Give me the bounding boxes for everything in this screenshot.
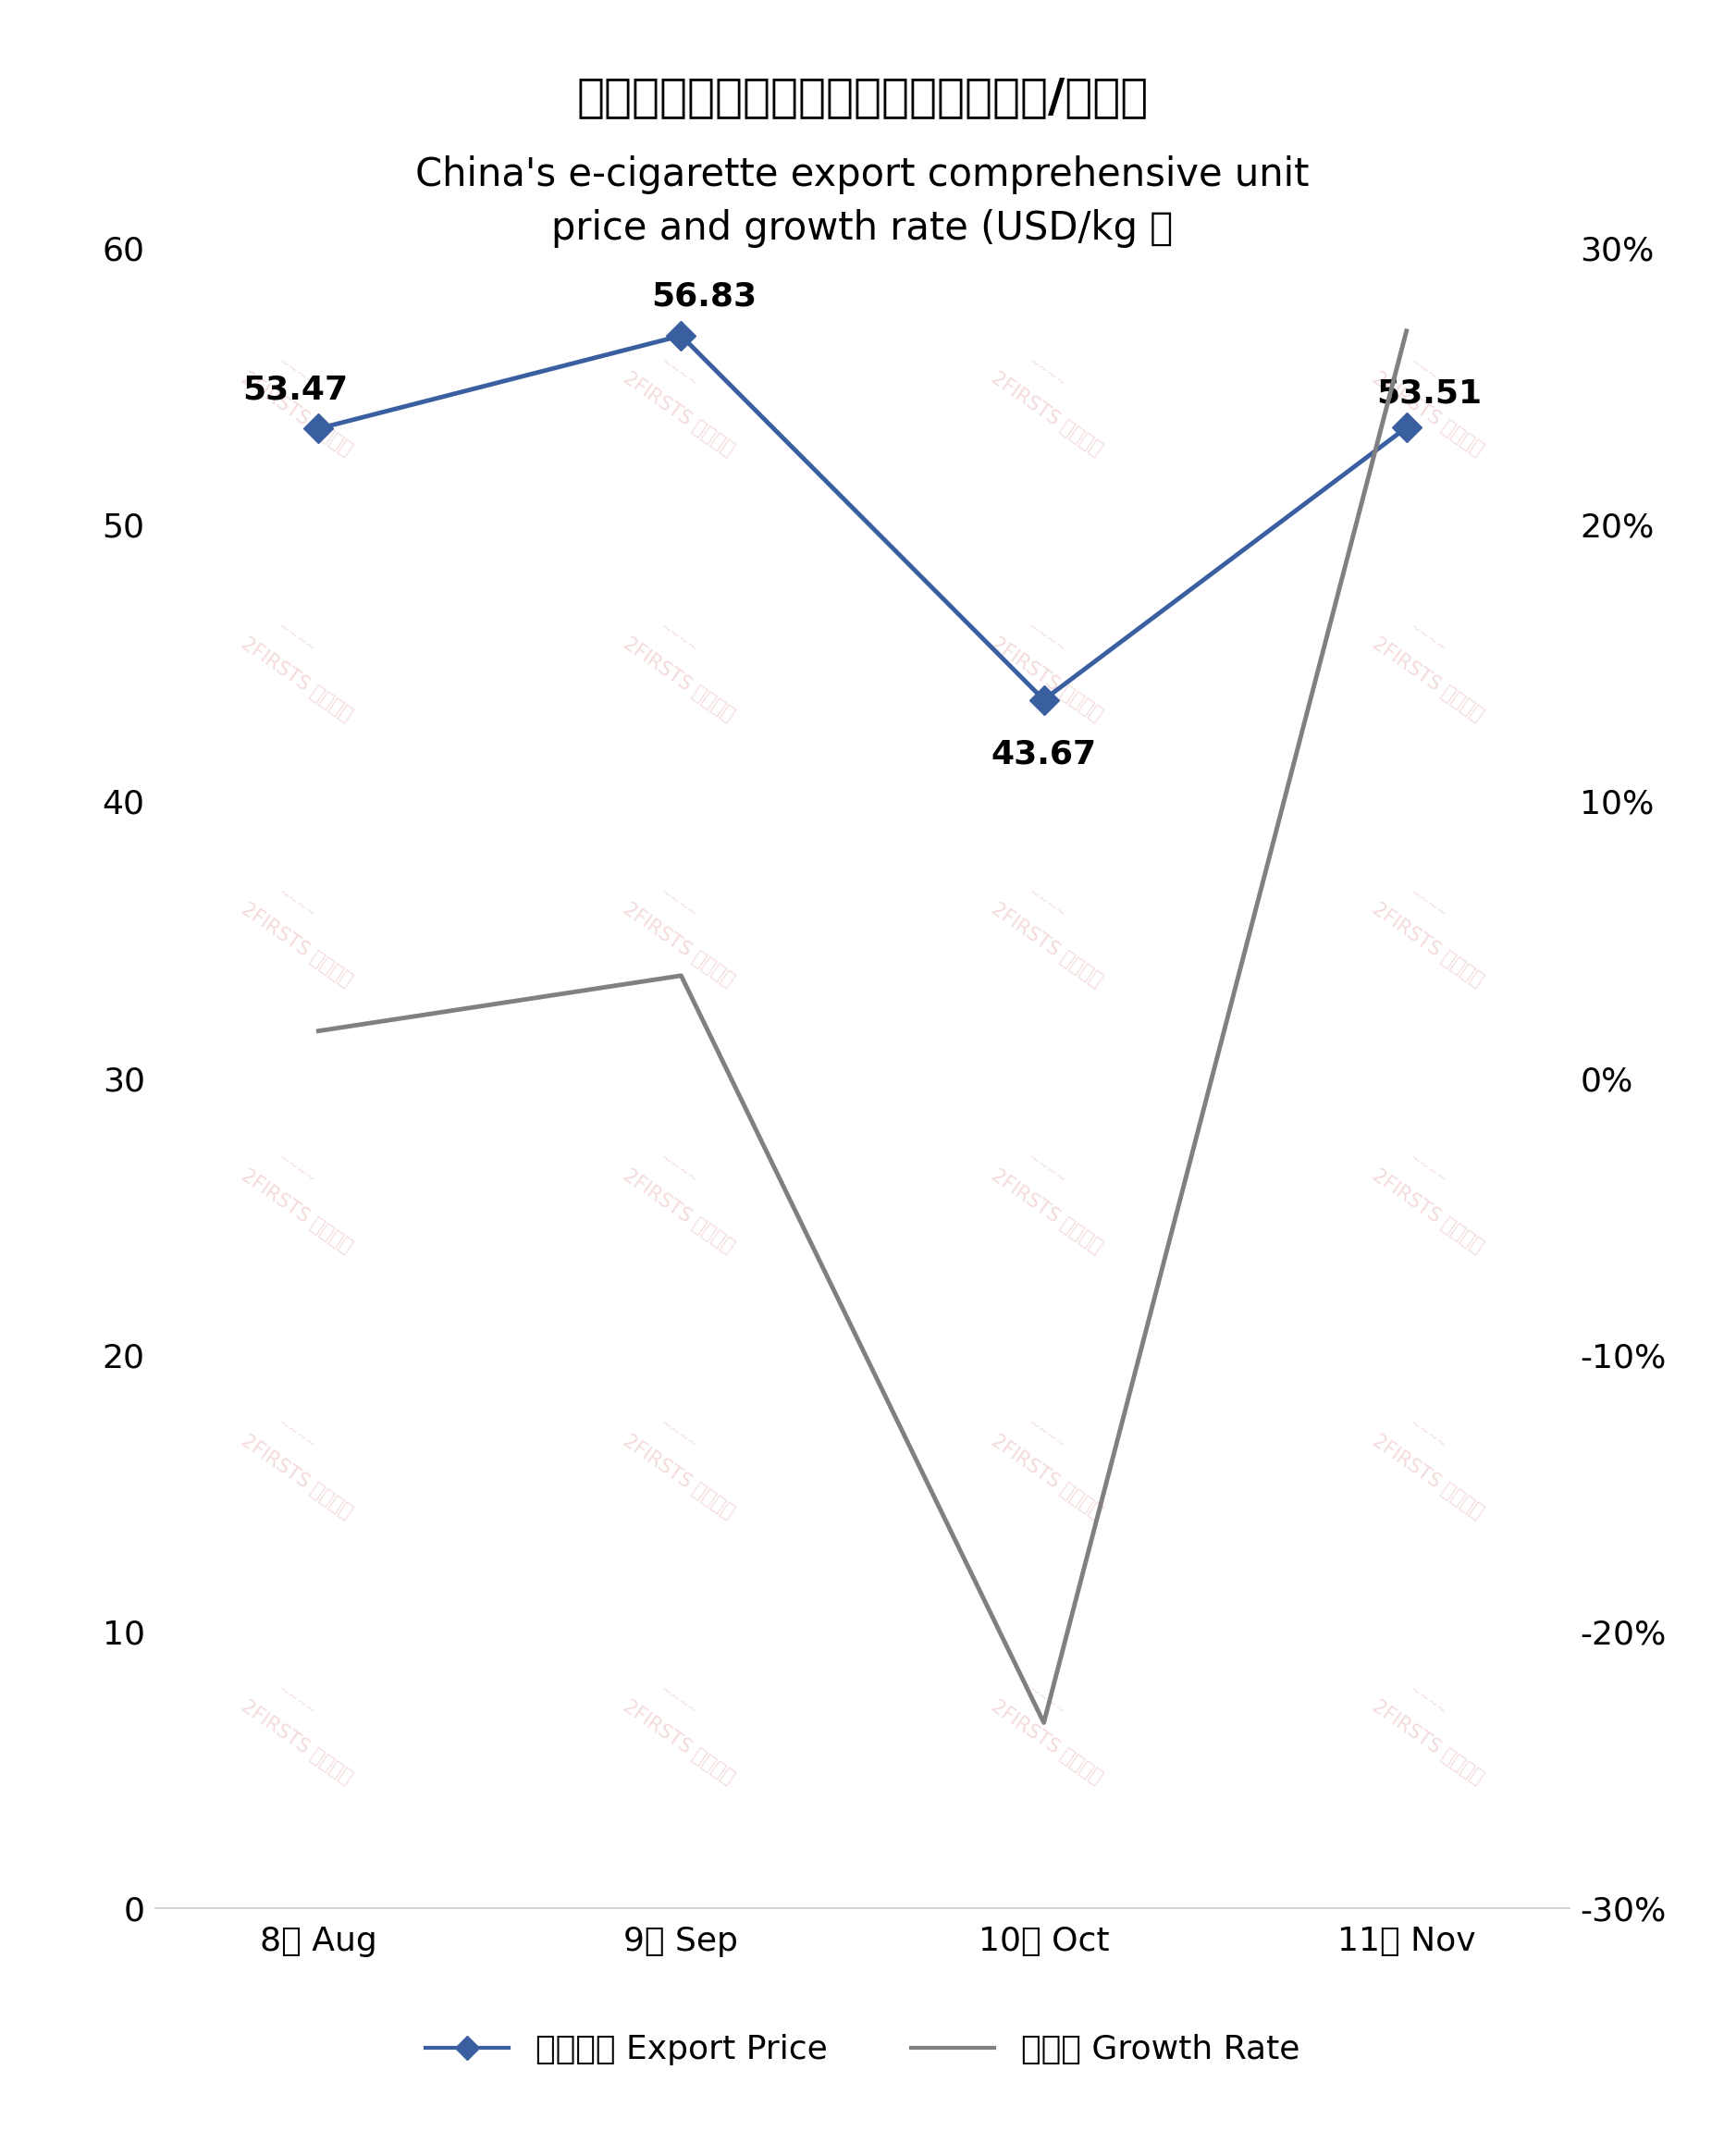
Legend: 出口单价 Export Price, 增长率 Growth Rate: 出口单价 Export Price, 增长率 Growth Rate [412,2020,1312,2078]
Text: 43.67: 43.67 [991,737,1096,770]
Text: ~~~~: ~~~~ [657,886,700,921]
Text: ~~~~: ~~~~ [1407,621,1448,655]
Text: ~~~~: ~~~~ [1024,1684,1067,1718]
Text: 2FIRSTS 两个至上: 2FIRSTS 两个至上 [986,1432,1105,1522]
Text: 2FIRSTS 两个至上: 2FIRSTS 两个至上 [238,369,355,459]
Text: 2FIRSTS 两个至上: 2FIRSTS 两个至上 [238,1432,355,1522]
Text: 2FIRSTS 两个至上: 2FIRSTS 两个至上 [238,1697,355,1787]
Text: ~~~~: ~~~~ [657,1151,700,1188]
Text: ~~~~: ~~~~ [1407,1684,1448,1718]
Text: ~~~~: ~~~~ [1024,621,1067,655]
Text: ~~~~: ~~~~ [1407,886,1448,921]
Text: 2FIRSTS 两个至上: 2FIRSTS 两个至上 [986,899,1105,990]
Text: 2FIRSTS 两个至上: 2FIRSTS 两个至上 [986,369,1105,459]
Text: 2FIRSTS 两个至上: 2FIRSTS 两个至上 [238,1166,355,1257]
Text: 56.83: 56.83 [652,280,757,313]
Text: ~~~~: ~~~~ [1407,1151,1448,1188]
Text: ~~~~: ~~~~ [657,621,700,655]
Text: 2FIRSTS 两个至上: 2FIRSTS 两个至上 [986,1697,1105,1787]
Text: 2FIRSTS 两个至上: 2FIRSTS 两个至上 [1369,1697,1486,1787]
Text: 2FIRSTS 两个至上: 2FIRSTS 两个至上 [986,634,1105,724]
Text: 2FIRSTS 两个至上: 2FIRSTS 两个至上 [1369,369,1486,459]
Text: ~~~~: ~~~~ [1024,1151,1067,1188]
Text: ~~~~: ~~~~ [1407,356,1448,390]
Text: 53.47: 53.47 [243,373,348,405]
Text: ~~~~: ~~~~ [1407,1416,1448,1453]
Text: 2FIRSTS 两个至上: 2FIRSTS 两个至上 [619,1697,738,1787]
Text: ~~~~: ~~~~ [276,1151,317,1188]
Text: ~~~~: ~~~~ [276,621,317,655]
Text: 2FIRSTS 两个至上: 2FIRSTS 两个至上 [238,634,355,724]
Text: 2FIRSTS 两个至上: 2FIRSTS 两个至上 [619,1166,738,1257]
Text: 2FIRSTS 两个至上: 2FIRSTS 两个至上 [1369,634,1486,724]
Text: ~~~~: ~~~~ [276,886,317,921]
Text: ~~~~: ~~~~ [657,1416,700,1453]
Text: 2FIRSTS 两个至上: 2FIRSTS 两个至上 [619,369,738,459]
Text: 2FIRSTS 两个至上: 2FIRSTS 两个至上 [238,899,355,990]
Text: 53.51: 53.51 [1376,377,1481,410]
Text: 2FIRSTS 两个至上: 2FIRSTS 两个至上 [1369,899,1486,990]
Text: 2FIRSTS 两个至上: 2FIRSTS 两个至上 [1369,1432,1486,1522]
Text: 2FIRSTS 两个至上: 2FIRSTS 两个至上 [1369,1166,1486,1257]
Text: ~~~~: ~~~~ [276,1684,317,1718]
Text: China's e-cigarette export comprehensive unit
price and growth rate (USD/kg ）: China's e-cigarette export comprehensive… [415,155,1309,248]
Text: 2FIRSTS 两个至上: 2FIRSTS 两个至上 [619,899,738,990]
Text: ~~~~: ~~~~ [1024,356,1067,390]
Text: ~~~~: ~~~~ [657,1684,700,1718]
Text: ~~~~: ~~~~ [1024,886,1067,921]
Text: ~~~~: ~~~~ [657,356,700,390]
Text: ~~~~: ~~~~ [1024,1416,1067,1453]
Text: 中国电子烟出口综合单价及增速（美元/千克）: 中国电子烟出口综合单价及增速（美元/千克） [576,75,1148,121]
Text: 2FIRSTS 两个至上: 2FIRSTS 两个至上 [986,1166,1105,1257]
Text: ~~~~: ~~~~ [276,356,317,390]
Text: ~~~~: ~~~~ [276,1416,317,1453]
Text: 2FIRSTS 两个至上: 2FIRSTS 两个至上 [619,634,738,724]
Text: 2FIRSTS 两个至上: 2FIRSTS 两个至上 [619,1432,738,1522]
